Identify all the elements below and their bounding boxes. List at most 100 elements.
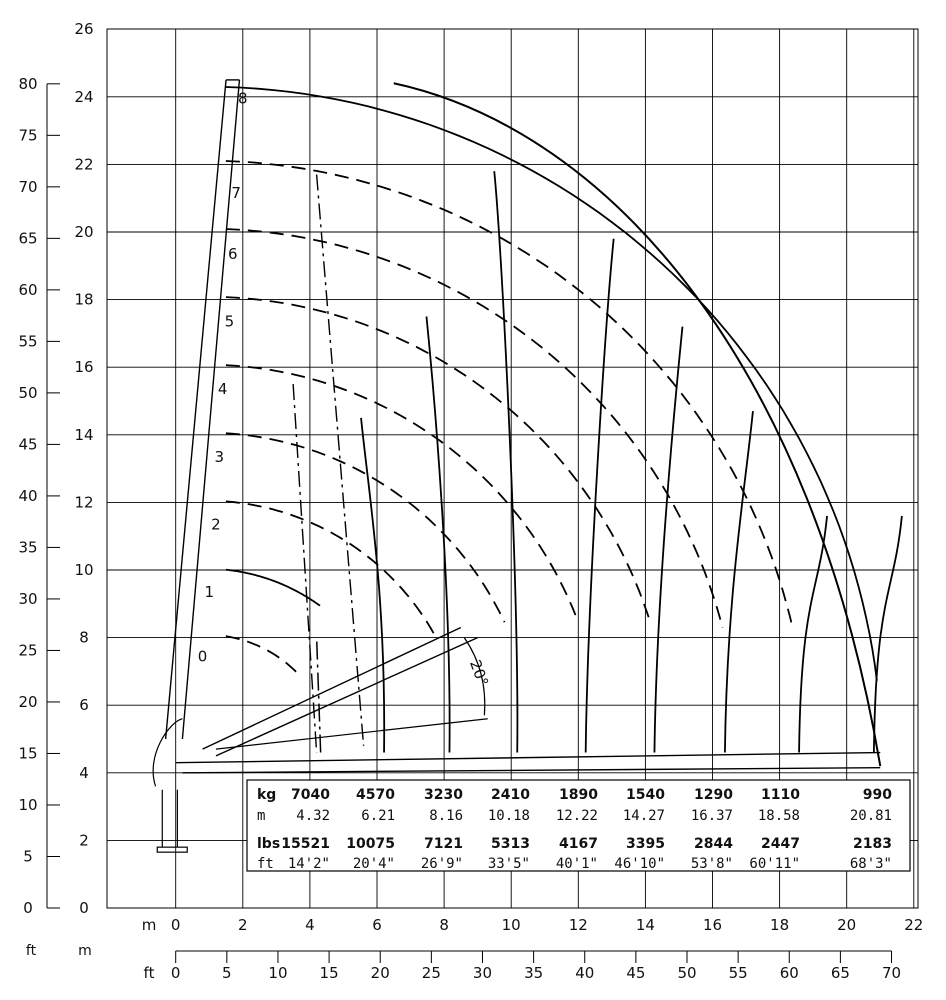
x-tick-label-m: 6 bbox=[372, 916, 382, 934]
x-tick-label-ft: 5 bbox=[222, 964, 232, 982]
x-tick-label-m: 16 bbox=[703, 916, 722, 934]
y-tick-label-ft: 15 bbox=[18, 744, 37, 762]
crane-slew bbox=[152, 718, 183, 787]
limit-line-1 bbox=[360, 417, 386, 753]
crane-foot bbox=[156, 846, 188, 853]
boom-position-label-0: 0 bbox=[198, 647, 208, 665]
table-cell: 2844 bbox=[694, 836, 733, 852]
reach-curves bbox=[225, 82, 903, 767]
table-cell: 14.27 bbox=[623, 808, 665, 824]
x-tick-label-m: 18 bbox=[770, 916, 789, 934]
grid bbox=[106, 28, 919, 909]
table-cell: 53'8" bbox=[691, 856, 733, 872]
jib-raised-bottom bbox=[215, 636, 478, 757]
envelope-curve bbox=[393, 82, 882, 767]
table-cell: 2410 bbox=[491, 787, 530, 803]
y-tick-label-m: 6 bbox=[79, 696, 89, 714]
y-tick-label-m: 2 bbox=[79, 831, 89, 849]
y-tick-label-m: 18 bbox=[74, 291, 93, 309]
boom-position-label-5: 5 bbox=[225, 313, 235, 331]
table-frame bbox=[246, 779, 911, 872]
x-tick-label-ft: 0 bbox=[171, 964, 181, 982]
crane-drawing bbox=[152, 79, 881, 853]
limit-line-7 bbox=[798, 515, 828, 753]
y-tick-label-ft: 70 bbox=[18, 178, 37, 196]
boom-position-label-8: 8 bbox=[238, 90, 248, 108]
x-tick-label-ft: 35 bbox=[524, 964, 543, 982]
y-tick-label-m: 14 bbox=[74, 426, 93, 444]
y-tick-label-ft: 60 bbox=[18, 281, 37, 299]
y-tick-label-ft: 40 bbox=[18, 487, 37, 505]
y-tick-label-m: 16 bbox=[74, 358, 93, 376]
reach-arc-6 bbox=[225, 228, 724, 628]
reach-arc-0 bbox=[225, 635, 298, 673]
x-tick-label-ft: 30 bbox=[473, 964, 492, 982]
reach-arc-4 bbox=[225, 364, 580, 623]
y-tick-label-ft: 75 bbox=[18, 126, 37, 144]
table-cell: 3395 bbox=[626, 836, 665, 852]
table-cell: 7040 bbox=[291, 787, 330, 803]
boom-position-label-2: 2 bbox=[211, 515, 221, 533]
reach-arc-3 bbox=[225, 432, 506, 623]
y-tick-label-ft: 5 bbox=[23, 847, 33, 865]
x-unit-ft: ft bbox=[144, 964, 155, 982]
table-cell: 2447 bbox=[761, 836, 800, 852]
table-cell: 7121 bbox=[424, 836, 463, 852]
x-tick-label-ft: 60 bbox=[780, 964, 799, 982]
table-cell: 68'3" bbox=[850, 856, 892, 872]
x-tick-label-ft: 10 bbox=[268, 964, 287, 982]
boom-position-label-4: 4 bbox=[218, 380, 228, 398]
y-tick-label-m: 12 bbox=[74, 493, 93, 511]
x-tick-label-ft: 25 bbox=[422, 964, 441, 982]
reach-arc-1 bbox=[225, 568, 321, 607]
axes: 0246810121416182022242605101520253035404… bbox=[18, 20, 923, 982]
x-tick-label-ft: 65 bbox=[831, 964, 850, 982]
table-cell: 40'1" bbox=[556, 856, 598, 872]
table-unit-m: m bbox=[257, 808, 265, 824]
x-tick-label-ft: 45 bbox=[626, 964, 645, 982]
table-cell: 1890 bbox=[559, 787, 598, 803]
table-cell: 4570 bbox=[356, 787, 395, 803]
table-cell: 5313 bbox=[491, 836, 530, 852]
table-cell: 18.58 bbox=[758, 808, 800, 824]
angle-arc bbox=[463, 637, 486, 716]
x-tick-label-ft: 50 bbox=[677, 964, 696, 982]
table-cell: 20'4" bbox=[353, 856, 395, 872]
table-cell: 26'9" bbox=[421, 856, 463, 872]
x-tick-label-m: 20 bbox=[837, 916, 856, 934]
y-tick-label-m: 0 bbox=[79, 899, 89, 917]
x-tick-label-m: 8 bbox=[439, 916, 449, 934]
table-cell: 46'10" bbox=[614, 856, 665, 872]
y-tick-label-ft: 35 bbox=[18, 538, 37, 556]
jib-top bbox=[175, 751, 881, 764]
table-cell: 4167 bbox=[559, 836, 598, 852]
y-tick-label-ft: 45 bbox=[18, 435, 37, 453]
y-unit-m: m bbox=[78, 943, 92, 959]
x-tick-label-m: 22 bbox=[904, 916, 923, 934]
table-cell: 60'11" bbox=[749, 856, 800, 872]
jib-raised-top bbox=[202, 626, 462, 750]
limit-line-3 bbox=[493, 171, 519, 753]
reach-arc-2 bbox=[225, 500, 439, 641]
limit-line-8 bbox=[872, 515, 903, 753]
crane-column bbox=[161, 789, 178, 848]
jib-bottom bbox=[182, 767, 881, 774]
dashdot-line-1 bbox=[315, 174, 365, 746]
y-tick-label-m: 24 bbox=[74, 88, 93, 106]
x-tick-label-m: 14 bbox=[636, 916, 655, 934]
table-cell: 10075 bbox=[346, 836, 395, 852]
angle-base-line bbox=[215, 718, 488, 750]
y-tick-label-ft: 50 bbox=[18, 384, 37, 402]
y-tick-label-ft: 80 bbox=[18, 75, 37, 93]
y-tick-label-ft: 0 bbox=[23, 899, 33, 917]
x-tick-label-m: 0 bbox=[171, 916, 181, 934]
limit-line-5 bbox=[653, 326, 684, 753]
y-tick-label-ft: 10 bbox=[18, 796, 37, 814]
plot-frame bbox=[106, 28, 919, 909]
y-tick-label-m: 4 bbox=[79, 764, 89, 782]
table-cell: 10.18 bbox=[488, 808, 530, 824]
table-cell: 4.32 bbox=[296, 808, 330, 824]
table-unit-ft: ft bbox=[257, 856, 274, 872]
limit-line-2 bbox=[425, 316, 451, 753]
table-cell: 2183 bbox=[853, 836, 892, 852]
